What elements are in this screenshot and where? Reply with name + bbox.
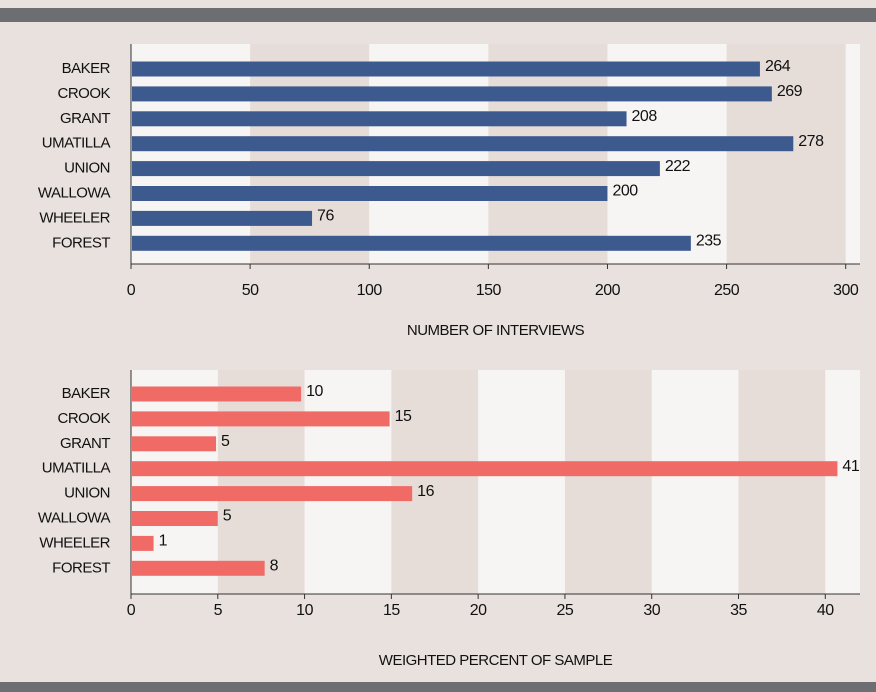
x-tick-label: 25	[557, 602, 574, 619]
bar	[132, 186, 608, 201]
x-axis-label: NUMBER OF INTERVIEWS	[407, 322, 585, 339]
grid-band	[217, 370, 305, 594]
value-label: 5	[223, 508, 232, 525]
x-axis-label: WEIGHTED PERCENT OF SAMPLE	[379, 652, 613, 669]
x-tick-label: 50	[242, 282, 259, 299]
grid-band	[391, 370, 479, 594]
value-label: 278	[798, 133, 824, 150]
bar	[132, 560, 265, 576]
y-tick-label: CROOK	[57, 410, 110, 427]
y-tick-label: WALLOWA	[38, 184, 111, 201]
grid-band	[250, 44, 370, 264]
x-tick-label: 0	[127, 602, 136, 619]
x-tick-label: 100	[357, 282, 383, 299]
grid-band	[738, 370, 826, 594]
y-tick-label: GRANT	[60, 110, 110, 127]
x-tick-label: 250	[714, 282, 740, 299]
bar	[132, 411, 390, 427]
bar	[132, 111, 627, 127]
y-tick-label: FOREST	[52, 559, 110, 576]
bar	[132, 136, 794, 152]
x-tick-label: 15	[383, 602, 400, 619]
bar	[132, 436, 217, 452]
x-tick-label: 0	[127, 282, 136, 299]
x-tick-label: 35	[730, 602, 747, 619]
y-tick-label: GRANT	[60, 435, 110, 452]
bar	[132, 386, 302, 402]
y-tick-label: BAKER	[62, 60, 111, 77]
y-tick-label: UMATILLA	[42, 135, 111, 152]
value-label: 200	[612, 183, 638, 200]
bar	[132, 161, 660, 177]
value-label: 264	[765, 58, 791, 75]
x-tick-label: 30	[643, 602, 660, 619]
value-label: 1	[159, 533, 168, 550]
x-tick-label: 300	[833, 282, 859, 299]
x-tick-label: 150	[476, 282, 502, 299]
x-tick-label: 40	[817, 602, 834, 619]
x-tick-label: 10	[296, 602, 313, 619]
y-tick-label: CROOK	[57, 85, 110, 102]
bar	[132, 210, 313, 226]
y-tick-label: FOREST	[52, 234, 110, 251]
x-tick-label: 20	[470, 602, 487, 619]
bar	[132, 235, 691, 251]
bar	[132, 511, 218, 526]
value-label: 15	[395, 408, 412, 425]
y-tick-label: UMATILLA	[42, 460, 111, 477]
value-label: 222	[665, 158, 691, 175]
y-tick-label: WHEELER	[39, 209, 110, 226]
value-label: 76	[317, 208, 334, 225]
bar	[132, 486, 413, 502]
bar	[132, 86, 772, 102]
value-label: 235	[696, 233, 722, 250]
bar	[132, 61, 760, 77]
bar	[132, 535, 154, 551]
top-band	[0, 8, 876, 22]
value-label: 10	[306, 383, 323, 400]
x-tick-label: 5	[214, 602, 223, 619]
value-label: 8	[270, 558, 279, 575]
value-label: 41	[842, 458, 859, 475]
grid-band	[488, 44, 608, 264]
value-label: 5	[221, 433, 230, 450]
x-tick-label: 200	[595, 282, 621, 299]
y-tick-label: WHEELER	[39, 534, 110, 551]
grid-band	[564, 370, 652, 594]
y-tick-label: BAKER	[62, 385, 111, 402]
bar	[132, 461, 838, 477]
y-tick-label: WALLOWA	[38, 509, 111, 526]
bottom-band	[0, 682, 876, 692]
grid-band	[726, 44, 846, 264]
value-label: 16	[417, 483, 434, 500]
y-tick-label: UNION	[64, 160, 110, 177]
value-label: 208	[632, 108, 658, 125]
y-tick-label: UNION	[64, 485, 110, 502]
value-label: 269	[777, 83, 803, 100]
